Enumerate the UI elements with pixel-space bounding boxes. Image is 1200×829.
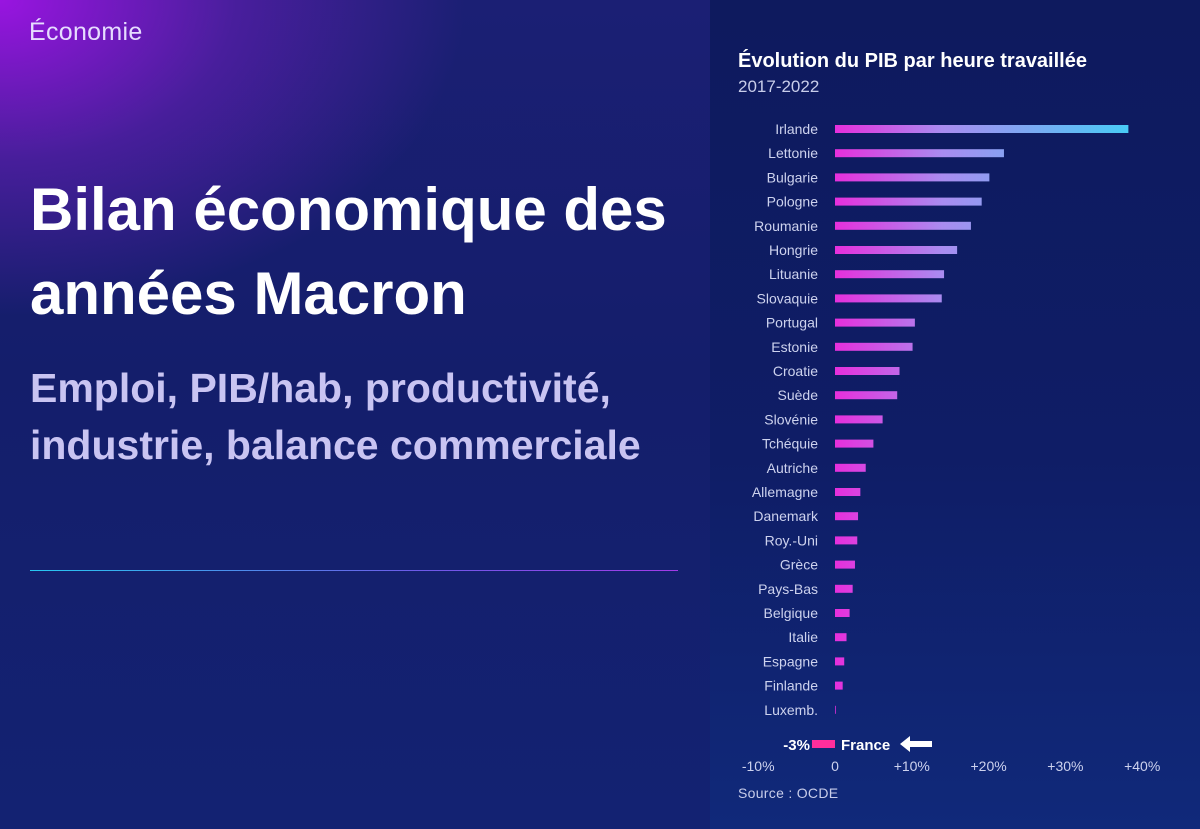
bar [835, 560, 855, 569]
bar [835, 367, 900, 375]
bar [835, 633, 847, 642]
page-subtitle: Emploi, PIB/hab, productivité, industrie… [30, 365, 641, 468]
bar [835, 173, 990, 182]
category-label: Autriche [767, 460, 819, 476]
section-label: Économie [29, 18, 143, 46]
category-label: Croatie [773, 363, 818, 379]
bar [835, 270, 945, 279]
bar [835, 463, 866, 472]
bar [835, 609, 850, 617]
bar [835, 681, 843, 690]
bar [835, 657, 845, 666]
category-label: Danemark [753, 508, 819, 524]
bar [835, 342, 913, 351]
bar [835, 197, 982, 206]
bar [835, 488, 861, 496]
category-label: Slovaquie [757, 290, 819, 306]
left-arrow-icon [900, 736, 932, 752]
category-label: Lettonie [768, 145, 818, 161]
bar [835, 584, 853, 593]
page-title: Bilan économique des années Macron [30, 176, 667, 327]
category-label: Hongrie [769, 242, 818, 258]
bar [835, 246, 958, 254]
bar [835, 512, 859, 521]
chart-source: Source : OCDE [738, 785, 839, 801]
category-label: Roumanie [754, 218, 818, 234]
bar [835, 149, 1004, 158]
data-label: -3% [783, 737, 810, 754]
category-label: Allemagne [752, 484, 818, 500]
category-label: Grèce [780, 557, 818, 573]
category-label: Finlande [764, 678, 818, 694]
bar [835, 221, 971, 230]
x-tick-label: +10% [894, 758, 930, 774]
bar-france [811, 740, 835, 748]
annotation-label: France [841, 737, 890, 754]
bar [835, 415, 883, 424]
category-label: Belgique [764, 605, 819, 621]
bar [835, 391, 898, 400]
x-tick-label: +30% [1047, 758, 1083, 774]
category-label: Suède [778, 387, 819, 403]
category-label: Bulgarie [767, 169, 819, 185]
category-label: Pologne [767, 194, 819, 210]
category-label: Lituanie [769, 266, 818, 282]
category-label: Tchéquie [762, 436, 818, 452]
bar [835, 536, 858, 545]
bar [835, 294, 942, 303]
chart-panel [710, 0, 1200, 829]
category-label: Roy.-Uni [765, 532, 818, 548]
category-label: Pays-Bas [758, 581, 818, 597]
x-tick-label: +20% [970, 758, 1006, 774]
category-label: Slovénie [764, 411, 818, 427]
category-label: Espagne [763, 653, 818, 669]
category-label: Luxemb. [764, 702, 818, 718]
x-tick-label: +40% [1124, 758, 1160, 774]
category-label: Estonie [771, 339, 818, 355]
chart-subtitle: 2017-2022 [738, 77, 820, 96]
category-label: Italie [788, 629, 818, 645]
category-label: Irlande [775, 121, 818, 137]
bar [835, 318, 915, 327]
bar [835, 705, 836, 714]
x-tick-label: -10% [742, 758, 775, 774]
chart-title: Évolution du PIB par heure travaillée [738, 50, 1087, 72]
x-tick-label: 0 [831, 758, 839, 774]
bar [835, 125, 1129, 133]
bar [835, 439, 874, 448]
divider-line [30, 570, 678, 571]
category-label: Portugal [766, 315, 818, 331]
